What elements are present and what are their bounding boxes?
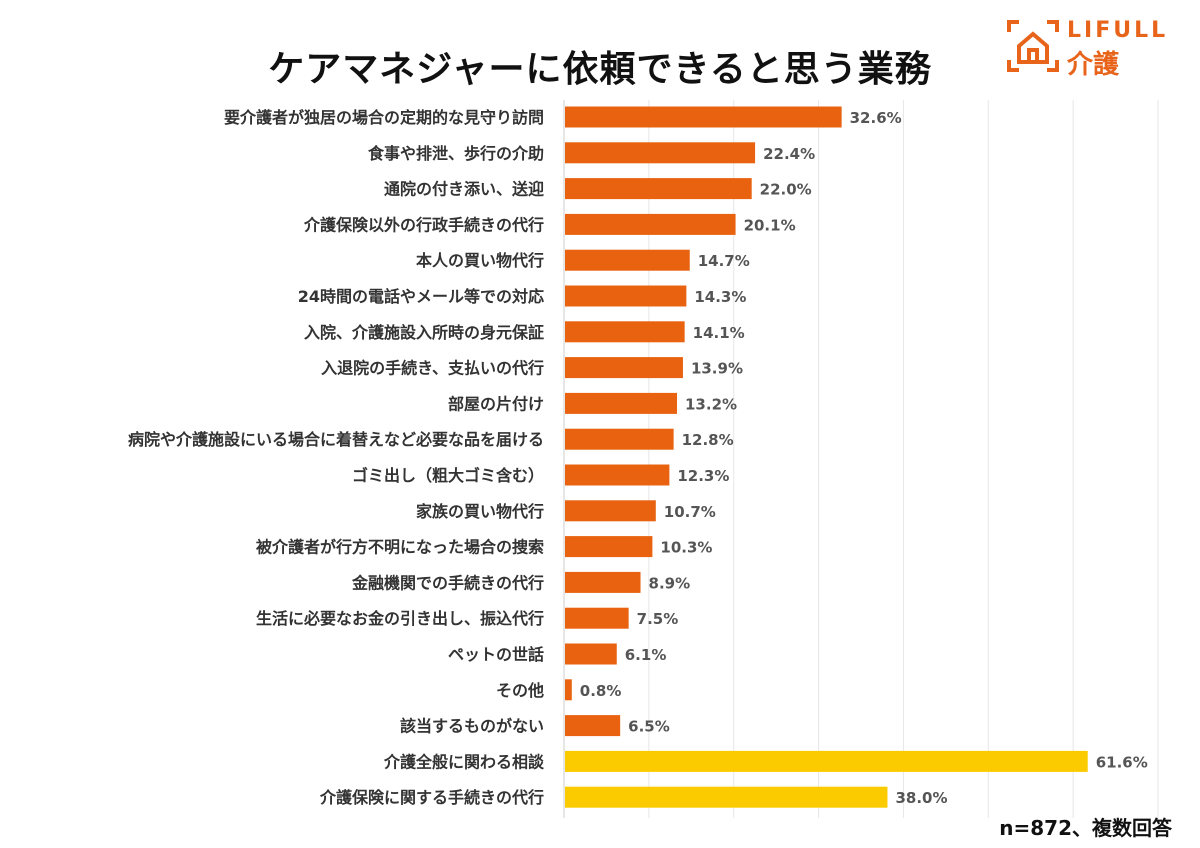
- value-label: 20.1%: [744, 216, 796, 234]
- value-label: 0.8%: [580, 682, 622, 700]
- lifull-kaigo-logo: LIFULL 介護: [1005, 18, 1185, 80]
- bar: [565, 321, 685, 343]
- value-label: 14.7%: [698, 252, 750, 270]
- value-label: 8.9%: [649, 574, 691, 592]
- bar: [565, 392, 678, 414]
- bar: [565, 750, 1088, 772]
- category-label: 該当するものがない: [400, 717, 544, 736]
- value-label: 6.5%: [628, 718, 670, 736]
- bar: [565, 357, 683, 379]
- value-label: 38.0%: [895, 789, 947, 807]
- category-label: ペットの世話: [448, 645, 544, 664]
- category-label: 病院や介護施設にいる場合に着替えなど必要な品を届ける: [128, 430, 544, 449]
- bar: [565, 536, 653, 558]
- bar: [565, 786, 888, 808]
- category-label: 金融機関での手続きの代行: [351, 573, 544, 592]
- bar: [565, 142, 756, 164]
- value-label: 6.1%: [625, 646, 667, 664]
- category-label: 家族の買い物代行: [416, 502, 544, 521]
- bar: [565, 679, 572, 701]
- value-label: 22.4%: [763, 145, 815, 163]
- category-label: 本人の買い物代行: [416, 251, 544, 270]
- value-label: 12.3%: [677, 467, 729, 485]
- category-label: 介護全般に関わる相談: [383, 752, 545, 771]
- bar: [565, 607, 629, 629]
- category-label: 生活に必要なお金の引き出し、振込代行: [256, 609, 544, 628]
- bar: [565, 500, 656, 522]
- value-label: 14.3%: [694, 288, 746, 306]
- category-label: ゴミ出し（粗大ゴミ含む）: [352, 466, 544, 485]
- value-label: 13.2%: [685, 395, 737, 413]
- bar: [565, 285, 687, 307]
- value-label: 22.0%: [760, 181, 812, 199]
- sample-note: n=872、複数回答: [999, 816, 1172, 840]
- category-label: 部屋の片付け: [448, 394, 544, 413]
- category-label: 入退院の手続き、支払いの代行: [321, 359, 544, 378]
- value-label: 32.6%: [850, 109, 902, 127]
- category-label: 要介護者が独居の場合の定期的な見守り訪問: [224, 108, 544, 127]
- bar: [565, 571, 641, 593]
- category-label: 介護保険に関する手続きの代行: [319, 788, 544, 807]
- logo-text: LIFULL: [1067, 18, 1169, 43]
- bar: [565, 178, 752, 200]
- bar: [565, 464, 670, 486]
- bar: [565, 643, 617, 665]
- category-label: 入院、介護施設入所時の身元保証: [304, 323, 544, 342]
- bar: [565, 106, 842, 128]
- logo-subtext: 介護: [1067, 50, 1120, 80]
- value-label: 12.8%: [682, 431, 734, 449]
- value-label: 14.1%: [693, 324, 745, 342]
- value-label: 10.7%: [664, 503, 716, 521]
- category-label: その他: [496, 681, 544, 700]
- bar: [565, 213, 736, 235]
- category-label: 食事や排泄、歩行の介助: [367, 144, 544, 163]
- category-label: 通院の付き添い、送迎: [384, 180, 544, 199]
- value-label: 10.3%: [660, 539, 712, 557]
- bar: [565, 715, 621, 737]
- category-label: 介護保険以外の行政手続きの代行: [303, 215, 544, 234]
- bar: [565, 428, 674, 450]
- house-frame-icon: [1007, 20, 1059, 72]
- chart-title: ケアマネジャーに依頼できると思う業務: [268, 49, 932, 90]
- value-label: 7.5%: [637, 610, 679, 628]
- value-label: 13.9%: [691, 360, 743, 378]
- category-label: 24時間の電話やメール等での対応: [298, 287, 544, 306]
- bar: [565, 249, 690, 271]
- category-label: 被介護者が行方不明になった場合の捜索: [256, 538, 544, 557]
- value-label: 61.6%: [1096, 753, 1148, 771]
